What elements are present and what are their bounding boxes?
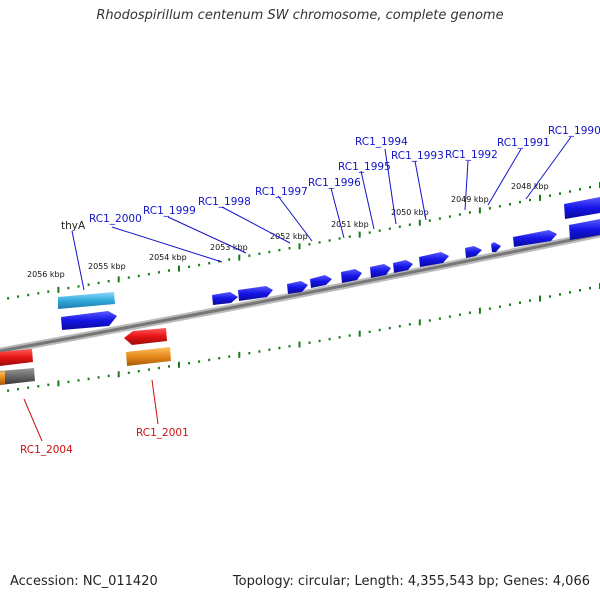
gene-RC1_2001[interactable] bbox=[124, 328, 171, 366]
gene-label[interactable]: RC1_2004 bbox=[20, 444, 73, 456]
gene-RC1_1997[interactable] bbox=[287, 281, 308, 294]
kbp-label: 2054 kbp bbox=[149, 253, 187, 262]
gene-label[interactable]: RC1_1990 bbox=[548, 125, 600, 137]
gene-label[interactable]: RC1_1996 bbox=[308, 177, 361, 189]
accession-text: Accession: NC_011420 bbox=[10, 574, 158, 589]
kbp-label: 2049 kbp bbox=[451, 195, 489, 204]
inner-tick-track bbox=[7, 283, 600, 392]
forward-genes bbox=[58, 197, 600, 330]
reverse-genes bbox=[0, 328, 171, 385]
page-title: Rhodospirillum centenum SW chromosome, c… bbox=[96, 8, 504, 23]
gene-label[interactable]: RC1_2000 bbox=[89, 213, 142, 225]
gene-label[interactable]: RC1_1991 bbox=[497, 137, 550, 149]
gene-RC1_1993[interactable] bbox=[393, 260, 413, 273]
gene-label[interactable]: RC1_1995 bbox=[338, 161, 391, 173]
gene-label[interactable]: RC1_1998 bbox=[198, 196, 251, 208]
chromosome-backbone bbox=[0, 230, 600, 355]
gene-RC1_2000[interactable] bbox=[61, 311, 117, 330]
topology-text: Topology: circular; Length: 4,355,543 bp… bbox=[232, 574, 590, 589]
gene-label-thyA[interactable]: thyA bbox=[61, 220, 86, 232]
forward-label-leaders bbox=[71, 136, 572, 291]
kbp-labels: 2056 kbp 2055 kbp 2054 kbp 2053 kbp 2052… bbox=[27, 182, 549, 279]
gene-RC1_2004[interactable] bbox=[0, 349, 35, 385]
gene-RC1_1998[interactable] bbox=[238, 286, 273, 301]
gene-RC1_1994[interactable] bbox=[370, 264, 391, 278]
reverse-gene-labels: RC1_2001 RC1_2004 bbox=[20, 427, 189, 456]
gene-label[interactable]: RC1_2001 bbox=[136, 427, 189, 439]
kbp-label: 2048 kbp bbox=[511, 182, 549, 191]
gene-label[interactable]: RC1_1997 bbox=[255, 186, 308, 198]
gene-RC1_1992[interactable] bbox=[419, 252, 449, 267]
gene-label[interactable]: RC1_1994 bbox=[355, 136, 408, 148]
gene-label[interactable]: RC1_1999 bbox=[143, 205, 196, 217]
gene-thyA-cyan[interactable] bbox=[58, 292, 115, 309]
reverse-label-leaders bbox=[23, 379, 159, 442]
gene-RC1_1995[interactable] bbox=[341, 269, 362, 283]
gene-label[interactable]: RC1_1993 bbox=[391, 150, 444, 162]
forward-gene-labels: thyA RC1_2000 RC1_1999 RC1_1998 RC1_1997… bbox=[61, 125, 600, 232]
gene-RC1_1999[interactable] bbox=[212, 292, 238, 305]
kbp-label: 2053 kbp bbox=[210, 243, 248, 252]
outer-tick-track bbox=[7, 182, 600, 300]
kbp-label: 2050 kbp bbox=[391, 208, 429, 217]
gene-RC1_1991[interactable] bbox=[465, 242, 501, 258]
kbp-label: 2052 kbp bbox=[270, 232, 308, 241]
gene-label[interactable]: RC1_1992 bbox=[445, 149, 498, 161]
kbp-label: 2051 kbp bbox=[331, 220, 369, 229]
gene-RC1_1990[interactable] bbox=[513, 197, 600, 247]
kbp-label: 2055 kbp bbox=[88, 262, 126, 271]
kbp-label: 2056 kbp bbox=[27, 270, 65, 279]
gene-RC1_1996[interactable] bbox=[310, 275, 332, 288]
